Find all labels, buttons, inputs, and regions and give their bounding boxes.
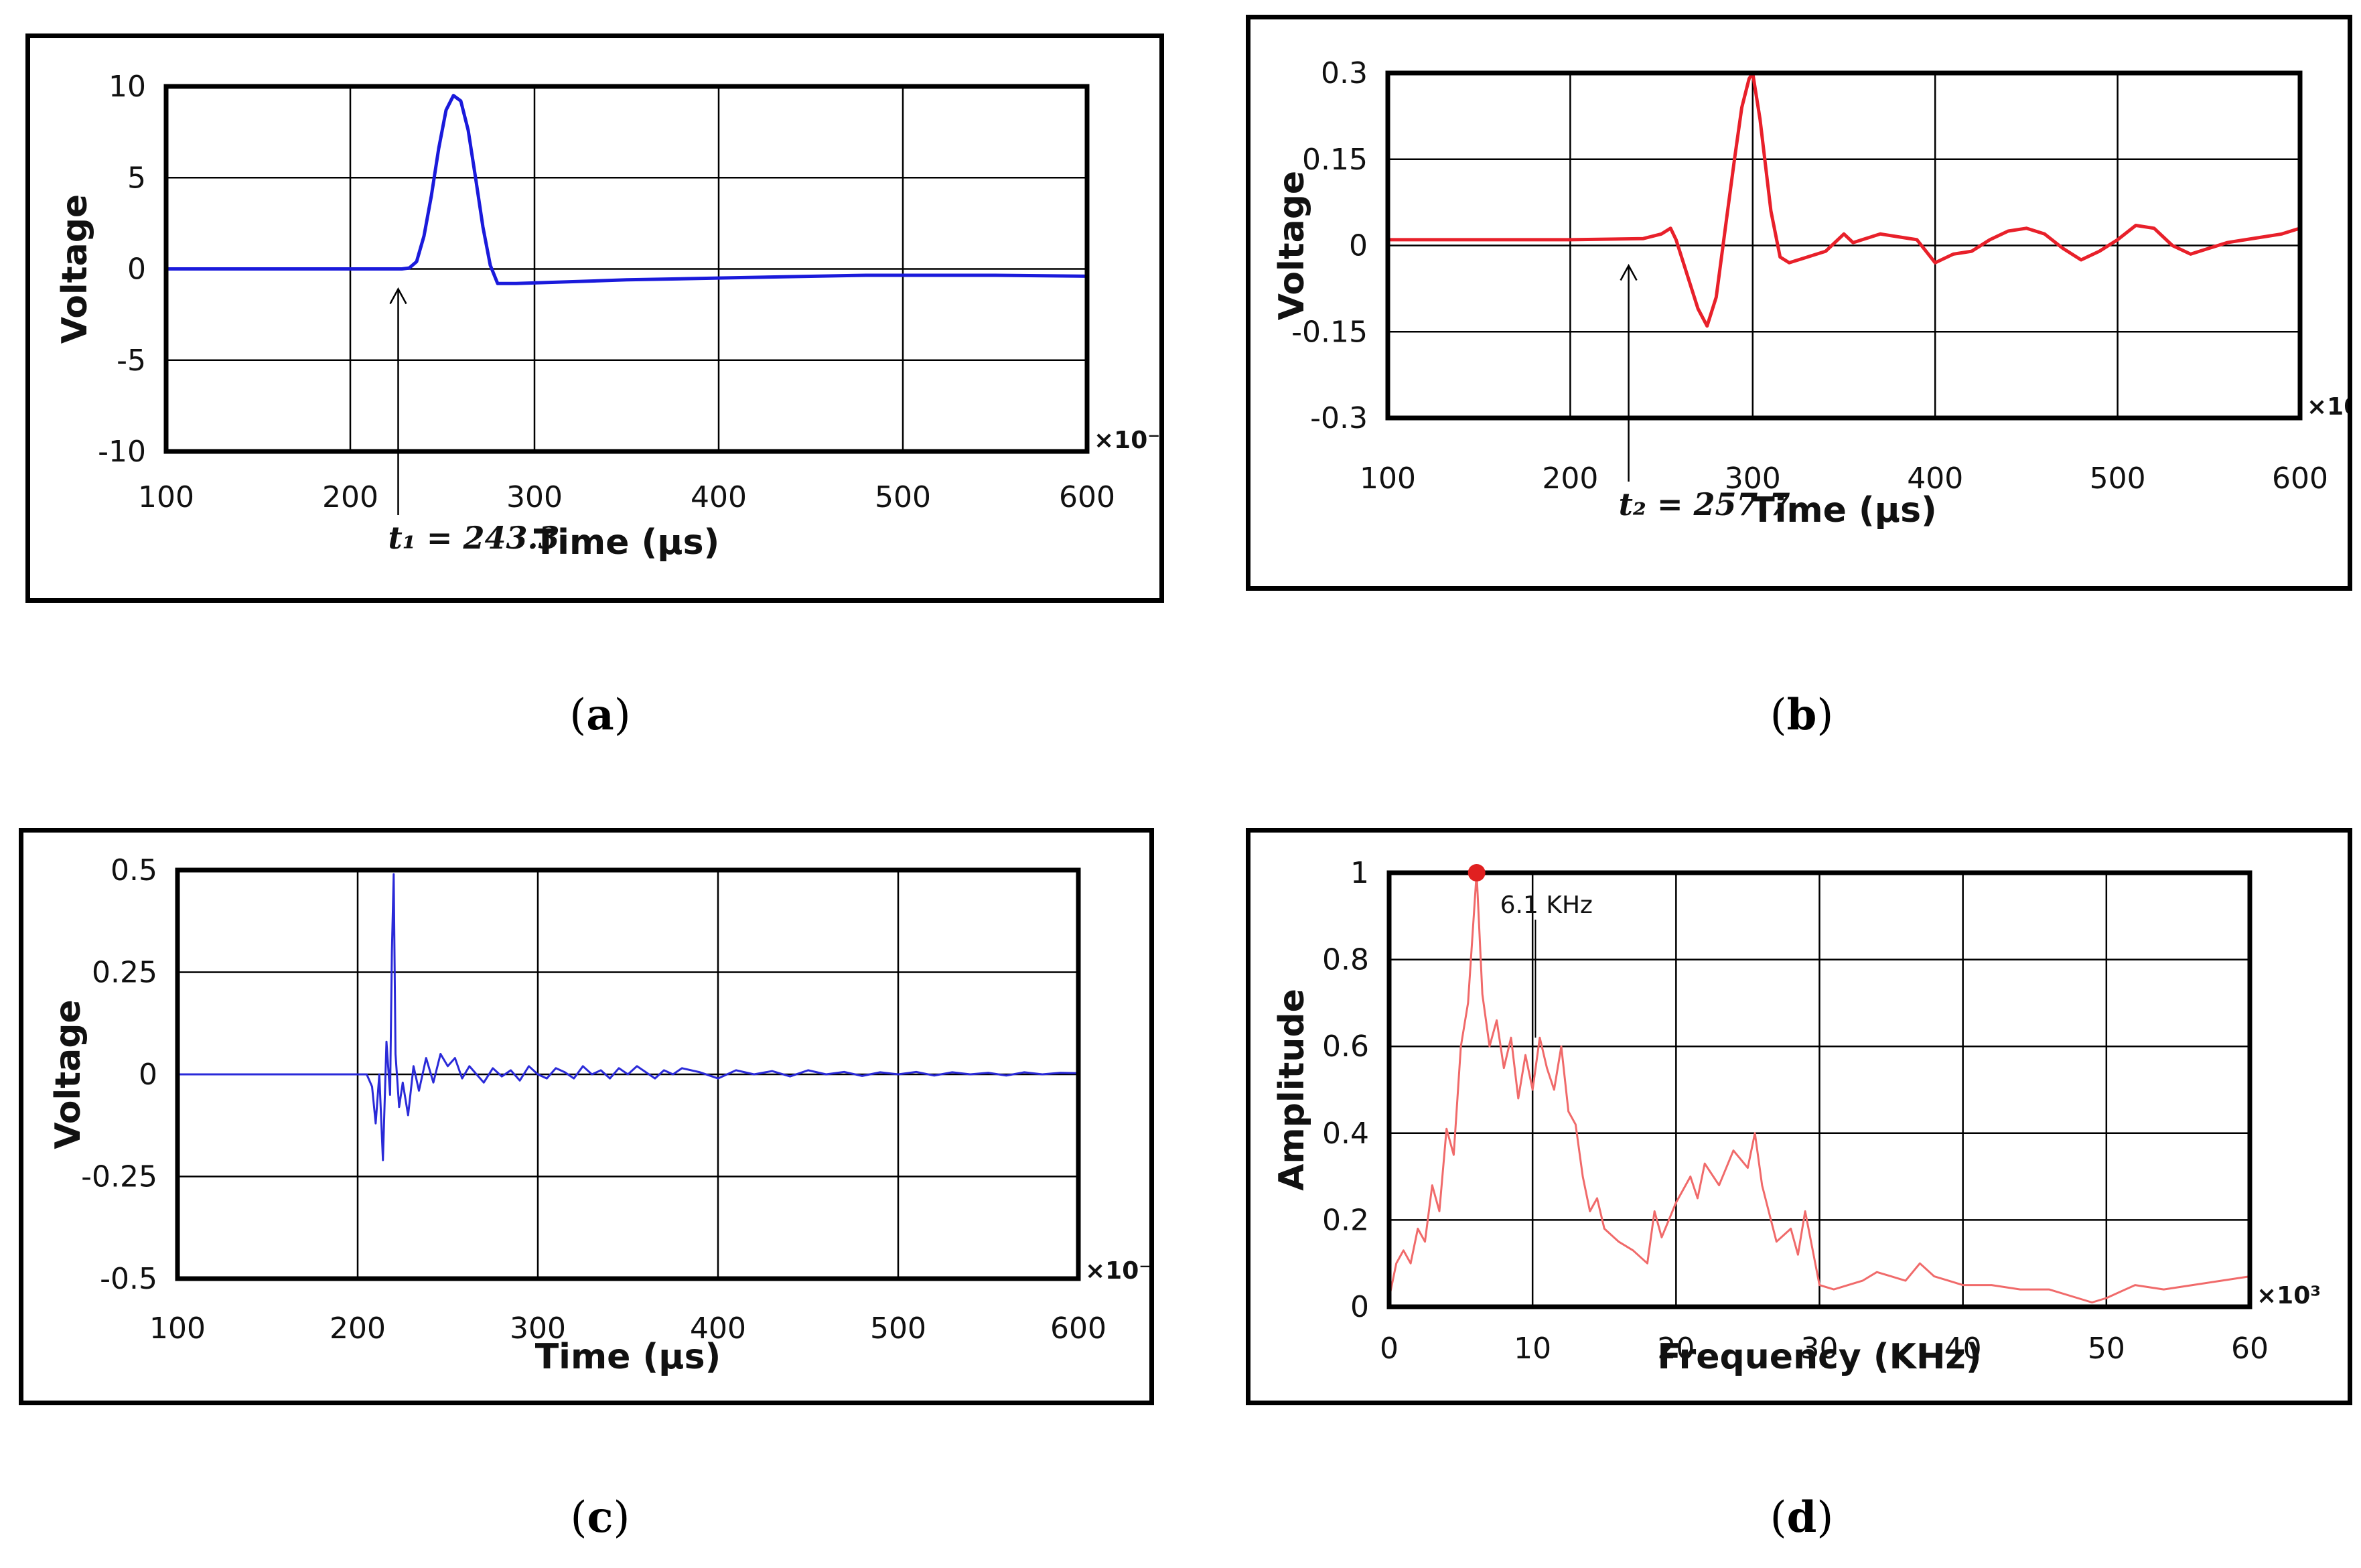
chart-panel-c: 0.5 0.25 0 -0.25 -0.5 100 200 300 400 500 600 Time … xyxy=(19,828,1154,1405)
subfigure-letter-c: c xyxy=(587,1492,614,1543)
x-axis-label: Time (µs) xyxy=(1751,490,1937,530)
chart-b: 0.3 0.15 0 -0.15 -0.3 100 200 300 400 500 600 Time … xyxy=(1272,56,2348,530)
x-tick-label: 40 xyxy=(1944,1332,1982,1366)
x-tick-label: 400 xyxy=(690,1311,746,1346)
plot-frame xyxy=(1385,70,2303,421)
y-axis-label: Voltage xyxy=(55,194,95,344)
x-tick-label: 0 xyxy=(1380,1332,1399,1366)
y-axis-label: Voltage xyxy=(1272,171,1312,320)
y-tick-label: 0 xyxy=(1349,229,1368,263)
y-tick-label: 0.2 xyxy=(1322,1203,1369,1237)
subfigure-label-d: (d) xyxy=(1770,1492,1834,1543)
chart-c: 0.5 0.25 0 -0.25 -0.5 100 200 300 400 500 600 Time … xyxy=(48,853,1149,1377)
y-tick-label: -5 xyxy=(117,344,146,378)
x-axis-multiplier: ×10⁻⁶ xyxy=(2307,393,2348,421)
x-tick-label: 600 xyxy=(1059,480,1115,514)
x-tick-label: 50 xyxy=(2088,1332,2125,1366)
y-tick-label: -0.25 xyxy=(81,1160,157,1194)
peak-marker xyxy=(1468,864,1486,881)
x-axis-multiplier: ×10⁻⁶ xyxy=(1085,1257,1149,1285)
y-tick-label: 0.8 xyxy=(1322,943,1369,977)
chart-a: 10 5 0 -5 -10 100 200 300 400 500 600 Time (µs) Volt… xyxy=(55,70,1159,563)
y-tick-label: 0.6 xyxy=(1322,1029,1369,1064)
x-tick-label: 10 xyxy=(1514,1332,1551,1366)
subfigure-label-a: (a) xyxy=(569,690,631,740)
x-tick-label: 200 xyxy=(330,1311,386,1346)
y-tick-label: 0.5 xyxy=(111,853,157,887)
x-tick-label: 100 xyxy=(149,1311,206,1346)
y-tick-label: 0 xyxy=(127,253,146,287)
x-tick-label: 300 xyxy=(506,480,563,514)
y-tick-label: 0 xyxy=(139,1058,157,1092)
x-tick-label: 500 xyxy=(870,1311,926,1346)
annotation-label: 6.1 KHz xyxy=(1500,892,1593,919)
x-tick-label: 600 xyxy=(2272,461,2328,496)
x-tick-label: 60 xyxy=(2231,1332,2269,1366)
plot-frame xyxy=(175,867,1081,1281)
x-tick-label: 300 xyxy=(510,1311,566,1346)
y-tick-label: 1 xyxy=(1350,856,1369,890)
y-tick-label: -0.5 xyxy=(100,1262,157,1296)
series-line xyxy=(1388,71,2301,328)
plot-frame xyxy=(163,84,1090,454)
annotation-arrowhead xyxy=(389,287,407,305)
series-line xyxy=(177,873,1079,1161)
chart-panel-d: 1 0.8 0.6 0.4 0.2 0 0 10 20 30 40 50 60 Frequency (KH… xyxy=(1246,828,2352,1405)
series-line xyxy=(166,94,1088,285)
x-axis-label: Time (µs) xyxy=(534,522,720,563)
x-tick-label: 400 xyxy=(1907,461,1963,496)
x-tick-label: 200 xyxy=(1542,461,1598,496)
x-tick-label: 400 xyxy=(691,480,747,514)
series-line xyxy=(1388,871,2250,1303)
y-axis-label: Amplitude xyxy=(1272,989,1312,1191)
y-tick-label: 0.25 xyxy=(92,956,157,990)
y-tick-label: 5 xyxy=(127,161,146,195)
y-tick-label: 0 xyxy=(1350,1290,1369,1324)
x-tick-label: 300 xyxy=(1725,461,1781,496)
x-axis-multiplier: ×10⁻⁶ xyxy=(1094,427,1159,454)
subfigure-label-c: (c) xyxy=(570,1492,630,1543)
x-axis-label: Frequency (KHz) xyxy=(1657,1337,1981,1377)
y-tick-label: 0.3 xyxy=(1321,56,1368,90)
plot-frame xyxy=(1386,870,2252,1309)
x-tick-label: 600 xyxy=(1050,1311,1106,1346)
x-tick-label: 100 xyxy=(1360,461,1416,496)
chart-panel-b: 0.3 0.15 0 -0.15 -0.3 100 200 300 400 500 600 Time … xyxy=(1246,15,2352,591)
x-tick-label: 20 xyxy=(1657,1332,1695,1366)
x-axis-label: Time (µs) xyxy=(535,1337,721,1377)
x-axis-multiplier: ×10³ xyxy=(2257,1282,2321,1309)
x-tick-label: 100 xyxy=(138,480,194,514)
x-tick-label: 500 xyxy=(875,480,931,514)
annotation-label: t₁ = 243.3 xyxy=(388,520,560,556)
subfigure-letter-a: a xyxy=(586,690,614,740)
annotation-arrowhead xyxy=(1620,263,1638,281)
y-tick-label: 10 xyxy=(109,70,146,104)
subfigure-letter-b: b xyxy=(1786,690,1817,740)
y-tick-label: -0.3 xyxy=(1310,401,1368,435)
y-tick-label: 0.4 xyxy=(1322,1117,1369,1151)
x-tick-label: 200 xyxy=(322,480,378,514)
chart-d: 1 0.8 0.6 0.4 0.2 00 10 20 30 40 50 60 Frequency (KH… xyxy=(1272,856,2321,1377)
chart-panel-a: 10 5 0 -5 -10 100 200 300 400 500 600 Time (µs) Volt… xyxy=(25,33,1164,603)
x-tick-label: 500 xyxy=(2090,461,2146,496)
y-tick-label: 0.15 xyxy=(1302,143,1368,177)
annotation-label: t₂ = 257.7 xyxy=(1619,486,1790,522)
subfigure-label-b: (b) xyxy=(1770,690,1834,740)
subfigure-letter-d: d xyxy=(1786,1492,1817,1543)
y-tick-label: -10 xyxy=(98,435,146,469)
x-tick-label: 30 xyxy=(1801,1332,1839,1366)
y-tick-label: -0.15 xyxy=(1291,315,1368,349)
y-axis-label: Voltage xyxy=(48,999,88,1149)
